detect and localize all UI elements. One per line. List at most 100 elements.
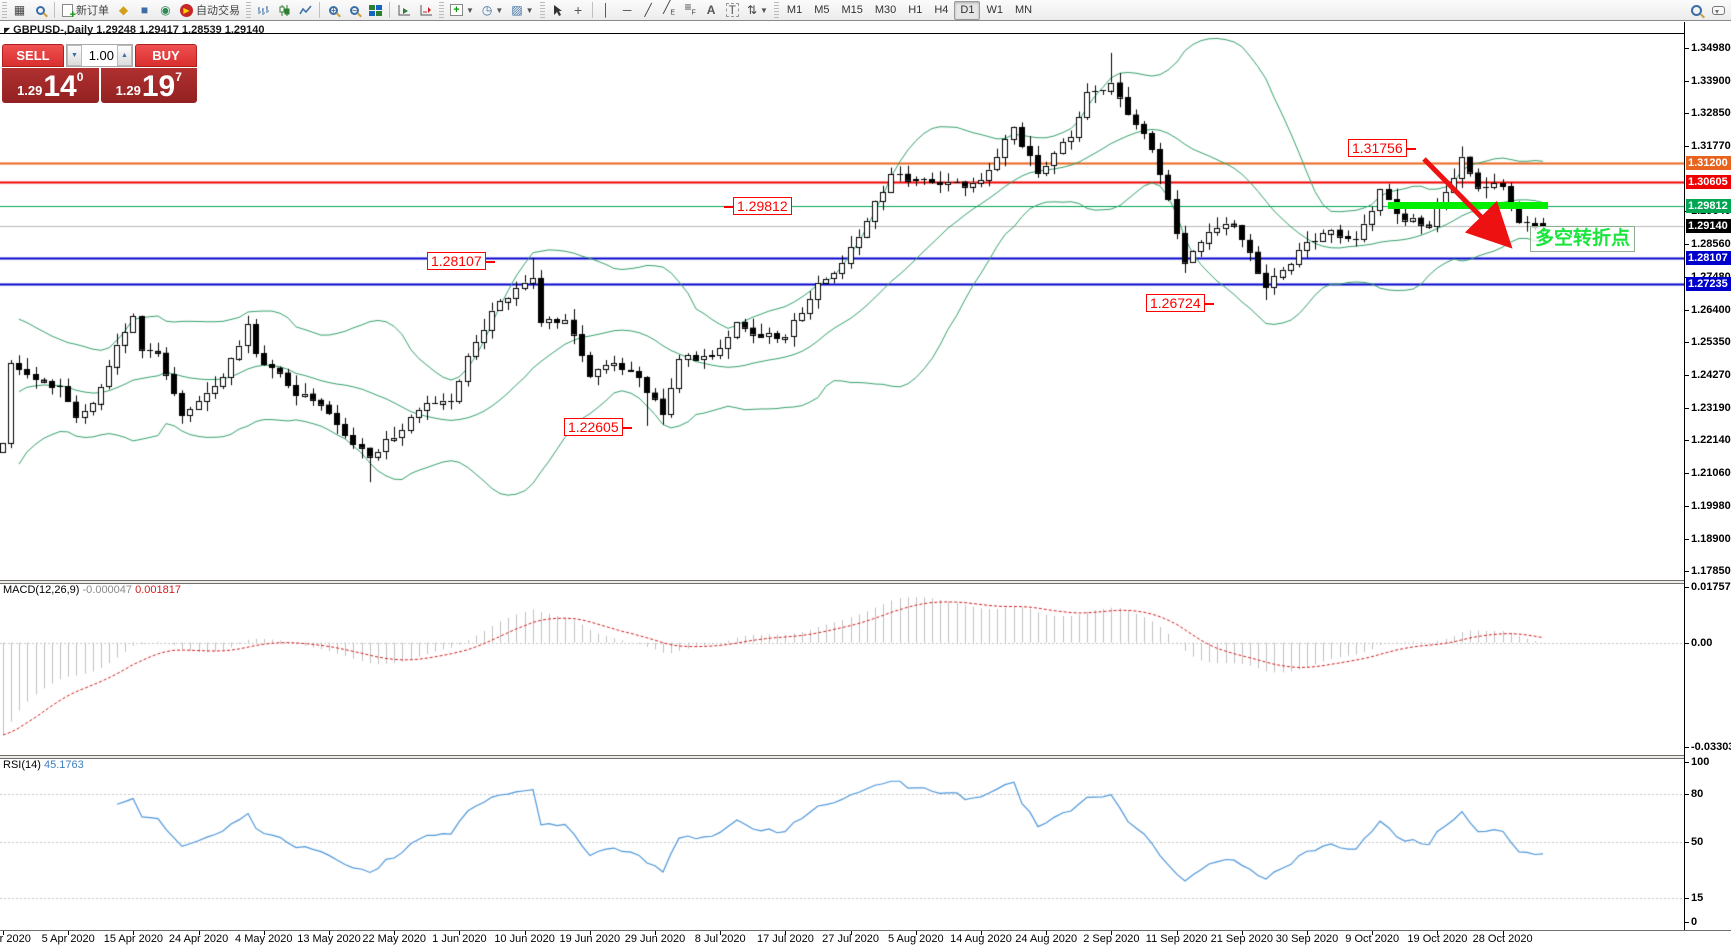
cursor-icon [553,4,562,16]
timeframe-m15[interactable]: M15 [841,4,863,16]
time-tick-mark [1437,931,1439,935]
chart-shift-button[interactable] [415,1,437,20]
zoom-in-icon: + [329,5,338,15]
price-annotation-label[interactable]: 1.31756 [1348,139,1416,157]
symbol-ohlc-line: ◤ GBPUSD-,Daily 1.29248 1.29417 1.28539 1… [4,24,265,36]
date-label: 24 Apr 2020 [168,933,229,945]
toolbar-grip[interactable] [246,2,251,18]
text-label-tool-button[interactable]: T [722,1,743,20]
signals-button[interactable]: ◉ [155,1,176,20]
price-annotation-label[interactable]: 1.26724 [1146,294,1214,312]
volume-decrease-button[interactable]: ▼ [67,45,82,66]
chevron-down-icon: ▼ [466,5,474,15]
volume-value[interactable]: 1.00 [88,48,114,63]
date-label: 8 Jul 2020 [694,933,746,945]
time-tick-mark [394,931,396,935]
chevron-down-icon: ▼ [495,5,504,15]
sell-button[interactable]: SELL [2,44,64,67]
rsi-tick: 15 [1691,892,1704,904]
price-level-tag: 1.31200 [1686,156,1731,171]
toolbar-grip[interactable] [773,2,779,18]
turning-point-note[interactable]: 多空转折点 [1530,226,1636,252]
trendline-tool-button[interactable]: ╱ [638,1,659,20]
signals-icon: ◉ [160,3,171,17]
zoom-out-button[interactable]: − [344,1,365,20]
new-order-icon [62,3,76,21]
timeframe-m5[interactable]: M5 [814,4,830,16]
timeframe-m30[interactable]: M30 [874,4,897,16]
downtrend-arrow[interactable] [1416,151,1536,271]
line-chart-button[interactable] [295,1,316,20]
toolbar-grip[interactable] [539,2,545,18]
price-level-tag: 1.29812 [1686,198,1731,213]
autotrading-button[interactable]: ▶ 自动交易 [176,1,244,20]
rsi-tick: 0 [1691,916,1698,928]
text-tool-button[interactable]: A [701,1,722,20]
crosshair-tool-button[interactable]: + [568,1,589,20]
axis-tick-mark [1685,244,1689,246]
fibonacci-tool-button[interactable]: ≡F [680,1,701,20]
price-tick: 1.23190 [1691,402,1731,414]
timeframe-d1[interactable]: D1 [954,0,981,20]
price-axis[interactable]: 1.349801.339001.328501.317701.296401.285… [1684,22,1731,930]
rsi-tick: 50 [1691,836,1704,848]
time-tick-mark [1241,931,1243,935]
channel-tool-button[interactable]: ╱E [659,1,680,20]
volume-stepper: ▼ 1.00 ▲ [66,44,133,67]
price-tick: 1.26400 [1691,303,1731,316]
time-axis[interactable]: 5 Mar 2020 5 Apr 2020 15 Apr 2020 24 Apr 20… [0,930,1731,945]
volume-increase-button[interactable]: ▲ [117,45,132,66]
chat-icon[interactable] [1712,5,1725,15]
toolbar-grip[interactable] [2,2,7,18]
alerts-button[interactable]: ◆ [113,1,134,20]
vertical-line-tool-button[interactable]: │ [596,1,617,20]
price-annotation-label[interactable]: 1.28107 [427,252,495,270]
axis-tick-mark [1685,48,1689,49]
timeframe-h1[interactable]: H1 [908,4,923,16]
profile-button[interactable]: ■ [134,1,155,20]
cursor-tool-button[interactable] [547,1,568,20]
clock-icon: ◷ [481,3,493,17]
timeframe-mn[interactable]: MN [1014,4,1033,16]
timeframe-w1[interactable]: W1 [986,4,1003,16]
axis-tick-mark [1685,342,1689,344]
text-label-icon: T [725,3,739,17]
buy-button[interactable]: BUY [135,44,197,67]
indicators-button[interactable]: + ▼ [446,1,478,20]
price-tick: 1.19980 [1691,500,1731,512]
macd-tick: 0.01757 [1691,581,1731,593]
chart-shift-icon [420,4,432,15]
pane-separator[interactable] [0,580,1731,584]
search-icon[interactable] [1691,4,1702,16]
time-tick-mark [459,931,461,935]
zoom-in-button[interactable]: + [323,1,344,20]
timeframe-m1[interactable]: M1 [786,4,803,16]
toolbar-grip[interactable] [439,2,444,18]
horizontal-line-tool-button[interactable]: ─ [617,1,638,20]
date-label: 22 May 2020 [362,933,426,945]
axis-tick-mark [1685,538,1689,540]
periods-button[interactable]: ◷ ▼ [478,1,507,20]
auto-scroll-button[interactable] [393,1,415,20]
candlestick-button[interactable] [274,1,295,20]
price-tick: 1.21060 [1691,467,1731,480]
bar-chart-button[interactable] [253,1,274,20]
buy-price-display[interactable]: 1.29 19 7 [100,68,197,103]
sell-price-display[interactable]: 1.29 14 0 [2,68,99,103]
arrows-tool-button[interactable]: ⇅ ▼ [743,1,772,20]
trendline-icon: ╱ [644,3,652,17]
templates-button[interactable]: ▨ ▼ [507,1,537,20]
price-annotation-label[interactable]: 1.29812 [724,197,792,215]
time-tick-mark [1176,931,1178,935]
tile-windows-button[interactable] [365,1,386,20]
profiles-button[interactable] [30,1,51,20]
new-chart-button[interactable]: ▦ [9,1,30,20]
timeframe-h4[interactable]: H4 [934,4,949,16]
pane-separator[interactable] [0,755,1731,759]
price-level-tag: 1.28107 [1686,250,1731,265]
new-order-button[interactable]: 新订单 [58,1,113,21]
chart-canvas[interactable] [0,22,1684,945]
price-tick: 1.33900 [1691,74,1731,87]
price-annotation-label[interactable]: 1.22605 [564,418,632,436]
time-tick-mark [720,931,722,935]
